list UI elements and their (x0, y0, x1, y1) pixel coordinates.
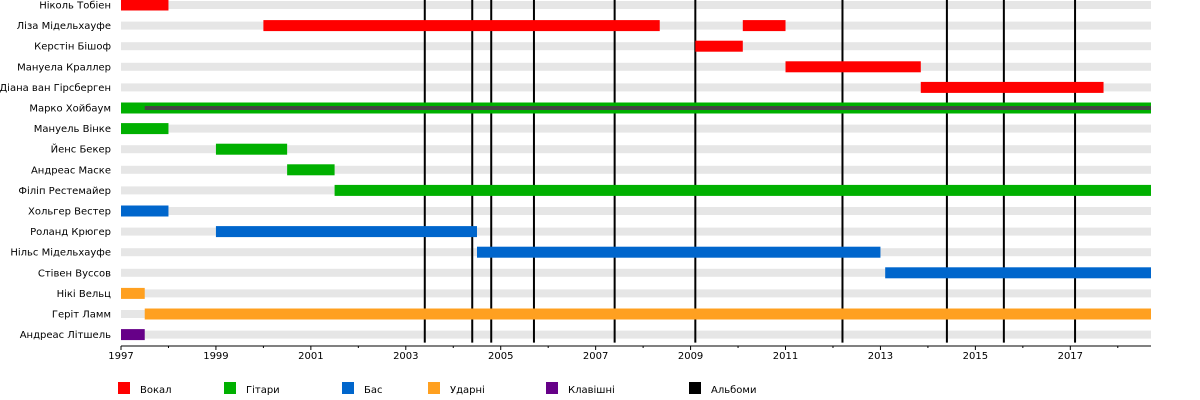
row-background (121, 145, 1151, 154)
member-label: Нільс Мідельхауфе (10, 247, 111, 259)
member-bar (121, 123, 169, 135)
legend-label: Ударні (450, 384, 485, 396)
legend-swatch (342, 382, 354, 394)
row-background (121, 227, 1151, 236)
legend-label: Клавішні (568, 384, 615, 396)
x-tick-label: 2013 (868, 351, 893, 362)
legend-swatch (118, 382, 130, 394)
member-bar (885, 267, 1151, 279)
row-background (121, 207, 1151, 215)
legend-label: Бас (364, 385, 383, 396)
member-bar (121, 205, 169, 217)
member-bar (263, 20, 660, 32)
member-label: Філіп Рестемайер (18, 185, 111, 197)
x-tick-label: 2007 (583, 351, 608, 362)
member-bar (121, 287, 145, 299)
member-label: Марко Хойбаум (29, 104, 111, 115)
member-label: Діана ван Гірсберген (0, 82, 111, 94)
legend-swatch (224, 382, 236, 394)
member-bar (144, 308, 1151, 320)
member-bar (476, 246, 881, 258)
member-bar (144, 106, 1151, 110)
member-bar (742, 20, 786, 32)
x-axis: 1997 1999 2001 2003 2005 2007 2009 2011 2013 2015… (108, 345, 1151, 362)
row-background (121, 42, 1151, 51)
member-label: Йенс Бекер (51, 143, 111, 156)
x-tick-label: 1997 (108, 351, 133, 362)
row-background (121, 165, 1151, 174)
x-tick-label: 2005 (488, 351, 513, 362)
row-background (121, 1, 1151, 9)
member-bar (215, 143, 288, 155)
album-lines (423, 0, 1077, 343)
member-bar (334, 184, 1151, 196)
member-label: Ніколь Тобіен (39, 0, 111, 12)
legend-swatch (689, 382, 701, 394)
member-bar (785, 61, 921, 73)
member-label: Мануель Вінке (34, 123, 111, 135)
legend-swatch (546, 382, 558, 394)
member-bar (920, 81, 1104, 93)
member-label: Ліза Мідельхауфе (17, 20, 111, 32)
legend-label: Вокал (140, 385, 172, 396)
member-label: Роланд Крюгер (30, 227, 111, 238)
x-tick-label: 2001 (298, 351, 323, 362)
member-labels: Ніколь Тобіен Ліза Мідельхауфе Керстін Біш… (0, 0, 111, 341)
member-bar (287, 164, 335, 176)
member-label: Андреас Маске (31, 165, 111, 176)
legend: Вокал Гітари Бас Ударні Клавішні Альбоми (118, 382, 756, 396)
member-bar (215, 226, 477, 238)
row-background (121, 330, 1151, 339)
row-background (121, 124, 1151, 133)
legend-label: Альбоми (711, 385, 756, 396)
member-bars (121, 0, 1151, 341)
x-tick-label: 2015 (963, 351, 988, 362)
row-background (121, 289, 1151, 298)
row-background (121, 83, 1151, 92)
member-label: Мануела Краллер (17, 62, 111, 73)
member-label: Андреас Літшель (20, 329, 111, 341)
x-tick-label: 1999 (203, 351, 228, 362)
member-label: Стівен Вуссов (38, 267, 111, 279)
legend-label: Гітари (246, 384, 280, 396)
member-label: Нікі Вельц (57, 288, 112, 300)
member-bar (121, 329, 145, 341)
member-bar (121, 0, 169, 11)
row-background (121, 62, 1151, 71)
member-label: Хольгер Вестер (28, 207, 111, 218)
x-tick-label: 2009 (678, 351, 703, 362)
member-label: Геріт Ламм (52, 309, 111, 321)
legend-swatch (428, 382, 440, 394)
row-backgrounds (121, 1, 1151, 339)
row-background (121, 268, 1151, 277)
member-bar (695, 40, 743, 52)
member-label: Керстін Бішоф (34, 41, 111, 53)
x-tick-label: 2003 (393, 351, 418, 362)
x-tick-label: 2011 (773, 351, 798, 362)
x-tick-label: 2017 (1058, 351, 1083, 362)
